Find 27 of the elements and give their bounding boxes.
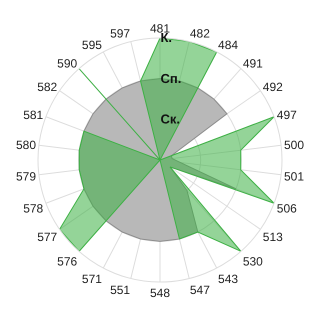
spoke-label: 491 xyxy=(242,56,264,70)
spoke-label: 506 xyxy=(276,201,298,216)
spoke-label: 571 xyxy=(82,272,102,286)
spoke-label: 500 xyxy=(284,138,304,152)
spoke-label: 582 xyxy=(37,80,58,94)
spoke-label: 513 xyxy=(262,230,284,244)
spoke-label: 547 xyxy=(190,282,210,297)
y-tick-label: Ск. xyxy=(160,112,180,127)
spoke-label: 530 xyxy=(242,254,264,268)
spoke-label: 484 xyxy=(218,38,238,52)
spoke-label: 597 xyxy=(110,26,130,40)
spoke-label: 579 xyxy=(16,170,36,184)
spoke-label: 482 xyxy=(190,26,210,40)
spoke-label: 543 xyxy=(218,272,238,286)
spoke-label: 581 xyxy=(23,108,44,122)
spoke-label: 595 xyxy=(82,38,102,52)
spoke-label: 580 xyxy=(16,138,36,152)
spoke-label: 578 xyxy=(23,201,44,216)
spoke-label: 548 xyxy=(150,286,170,300)
spoke-label: 576 xyxy=(57,254,78,268)
spoke-label: 492 xyxy=(262,80,284,94)
y-tick-label: Сп. xyxy=(160,70,182,86)
spoke-label: 501 xyxy=(284,170,304,184)
spoke-label: 577 xyxy=(37,230,58,244)
spoke-label: 590 xyxy=(57,56,78,70)
spoke-label: 551 xyxy=(110,282,130,297)
spoke-label: 497 xyxy=(276,108,298,122)
